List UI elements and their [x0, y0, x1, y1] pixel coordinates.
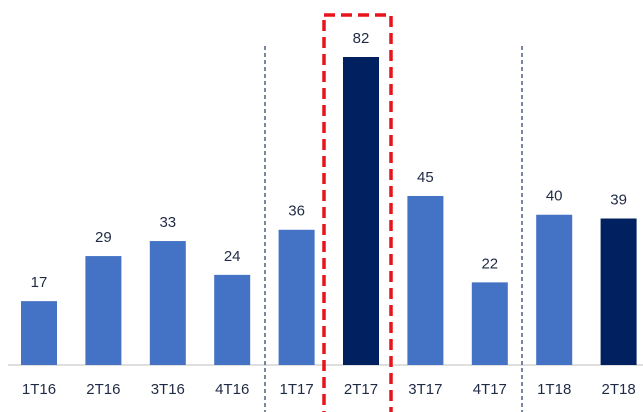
- value-label: 45: [417, 169, 434, 186]
- value-label: 36: [288, 203, 305, 220]
- value-label: 29: [95, 229, 112, 246]
- value-label: 33: [159, 214, 176, 231]
- x-tick-label: 3T16: [151, 381, 185, 398]
- value-label: 22: [481, 255, 498, 272]
- value-label: 39: [610, 191, 627, 208]
- bar: [600, 218, 637, 365]
- highlight-box: [322, 13, 393, 412]
- value-label: 40: [546, 188, 563, 205]
- x-tick-label: 4T17: [473, 381, 507, 398]
- bar: [407, 195, 444, 365]
- x-tick-label: 2T17: [344, 381, 378, 398]
- bar: [343, 57, 379, 365]
- value-label: 24: [224, 248, 241, 265]
- value-label: 82: [353, 30, 370, 47]
- value-label: 17: [31, 274, 48, 291]
- bar: [471, 282, 508, 365]
- x-tick-label: 1T18: [537, 381, 571, 398]
- bar: [85, 256, 122, 365]
- bar: [149, 241, 186, 365]
- bar: [278, 229, 315, 365]
- x-tick-label: 2T16: [86, 381, 120, 398]
- x-tick-label: 4T16: [215, 381, 249, 398]
- x-tick-label: 3T17: [408, 381, 442, 398]
- bar: [21, 301, 57, 365]
- x-tick-label: 1T16: [22, 381, 56, 398]
- x-tick-label: 2T18: [601, 381, 635, 398]
- bar: [214, 274, 251, 365]
- x-tick-label: 1T17: [279, 381, 313, 398]
- bar: [536, 214, 573, 365]
